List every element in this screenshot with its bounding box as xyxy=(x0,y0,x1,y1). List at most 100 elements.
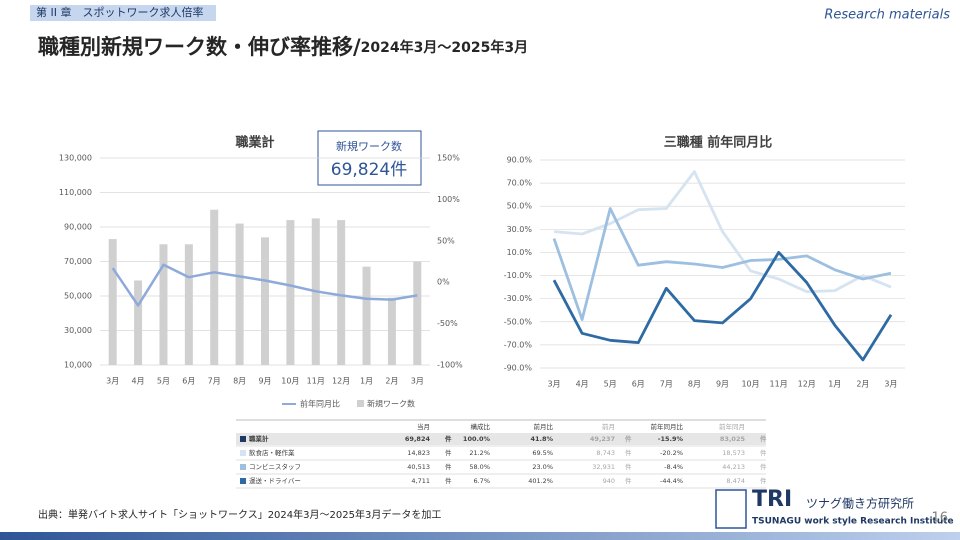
row-marker xyxy=(240,450,246,456)
y-tick-label: 50,000 xyxy=(64,292,92,301)
table-cell: 8,474 xyxy=(726,477,745,485)
table-header: 構成比 xyxy=(471,422,491,431)
x-tick-label: 6月 xyxy=(632,380,645,389)
legend-label: 前年同月比 xyxy=(300,399,340,409)
x-tick-label: 3月 xyxy=(411,377,424,386)
table-cell: 69.5% xyxy=(532,449,553,457)
y-tick-label: -90.0% xyxy=(504,364,533,373)
row-marker xyxy=(240,478,246,484)
x-tick-label: 9月 xyxy=(258,377,271,386)
table-header: 当月 xyxy=(417,422,430,431)
table-cell: 件 xyxy=(445,448,452,457)
row-label: コンビニスタッフ xyxy=(249,462,301,471)
x-tick-label: 8月 xyxy=(233,377,246,386)
bar xyxy=(210,209,219,365)
chart-title: 三職種 前年同月比 xyxy=(664,135,773,151)
y-tick-label: 90,000 xyxy=(64,223,92,232)
x-tick-label: 8月 xyxy=(688,380,701,389)
y-tick-label: -30.0% xyxy=(504,294,533,303)
logo-icon xyxy=(715,489,747,529)
row-label: 職業計 xyxy=(249,434,269,443)
table-cell: 6.7% xyxy=(473,477,490,485)
table-cell: 940 xyxy=(603,477,615,485)
table-cell: -8.4% xyxy=(664,463,683,471)
source: 出典：単発バイト求人サイト「ショットワークス」2024年3月～2025年3月デー… xyxy=(38,508,441,521)
x-tick-label: 12月 xyxy=(332,377,350,386)
x-tick-label: 12月 xyxy=(798,380,816,389)
x-tick-label: 2月 xyxy=(856,380,869,389)
x-tick-label: 9月 xyxy=(716,380,729,389)
table-cell: 件 xyxy=(445,434,452,443)
y-tick-label: -10.0% xyxy=(504,271,533,280)
y2-tick-label: 50% xyxy=(437,236,455,245)
row-marker xyxy=(240,464,246,470)
row-marker xyxy=(240,436,246,442)
table-cell: 件 xyxy=(760,462,767,471)
line xyxy=(552,251,893,362)
bar xyxy=(235,223,244,365)
table-cell: 32,931 xyxy=(592,463,615,471)
bar xyxy=(108,239,117,365)
table-cell: 401.2% xyxy=(528,477,553,485)
table-cell: 8,743 xyxy=(596,449,615,457)
table-cell: 件 xyxy=(625,448,632,457)
table-cell: 件 xyxy=(445,462,452,471)
table-cell: 件 xyxy=(445,476,452,485)
table-cell: 49,237 xyxy=(590,435,615,443)
y-tick-label: 30,000 xyxy=(64,326,92,335)
x-tick-label: 5月 xyxy=(157,377,170,386)
x-tick-label: 2月 xyxy=(385,377,398,386)
title-period: 2024年3月～2025年3月 xyxy=(361,39,528,56)
x-tick-label: 6月 xyxy=(182,377,195,386)
page-number: 16 xyxy=(931,511,948,526)
table-cell: 件 xyxy=(760,448,767,457)
x-tick-label: 3月 xyxy=(884,380,897,389)
bar xyxy=(286,220,295,365)
y-tick-label: 110,000 xyxy=(59,188,92,197)
row-label: 運送・ドライバー xyxy=(249,476,301,485)
y-tick-label: -50.0% xyxy=(504,317,533,326)
x-tick-label: 1月 xyxy=(360,377,373,386)
table-cell: 件 xyxy=(625,476,632,485)
table-header: 前年同月比 xyxy=(651,422,684,431)
table-header: 前年同月 xyxy=(719,422,745,431)
x-tick-label: 11月 xyxy=(770,380,788,389)
y2-tick-label: 0% xyxy=(437,278,450,287)
bar xyxy=(134,280,143,365)
table-cell: 14,823 xyxy=(407,449,430,457)
x-tick-label: 4月 xyxy=(132,377,145,386)
title-main: 職種別新規ワーク数・伸び率推移/ xyxy=(38,35,361,59)
x-tick-label: 5月 xyxy=(604,380,617,389)
y-tick-label: 130,000 xyxy=(59,154,92,163)
table-cell: 58.0% xyxy=(469,463,490,471)
table-cell: 40,513 xyxy=(407,463,430,471)
bar xyxy=(362,266,371,365)
logo-sub: TSUNAGU work style Research Institute xyxy=(752,517,954,527)
line xyxy=(553,170,892,294)
y2-tick-label: -50% xyxy=(437,319,458,328)
row-label: 飲食店・軽作業 xyxy=(249,448,295,457)
x-tick-label: 11月 xyxy=(307,377,325,386)
y2-tick-label: 150% xyxy=(437,154,460,163)
table-cell: 21.2% xyxy=(469,449,490,457)
table-cell: -44.4% xyxy=(660,477,683,485)
callout-label: 新規ワーク数 xyxy=(336,139,402,153)
table-cell: 件 xyxy=(625,462,632,471)
y-tick-label: -70.0% xyxy=(504,340,533,349)
x-tick-label: 7月 xyxy=(208,377,221,386)
tag: Research materials xyxy=(824,8,950,23)
logo-mark: TRI xyxy=(752,487,792,512)
table-header: 前月 xyxy=(602,422,615,431)
bar xyxy=(413,261,422,365)
legend-label: 新規ワーク数 xyxy=(367,399,415,409)
bar xyxy=(261,237,269,365)
x-tick-label: 10月 xyxy=(281,377,299,386)
table-header: 前月比 xyxy=(534,422,554,431)
y-tick-label: 30.0% xyxy=(507,225,533,234)
y-tick-label: 10,000 xyxy=(64,361,92,370)
bar xyxy=(387,297,396,365)
x-tick-label: 10月 xyxy=(741,380,759,389)
x-tick-label: 1月 xyxy=(828,380,841,389)
table-cell: 100.0% xyxy=(463,435,491,443)
